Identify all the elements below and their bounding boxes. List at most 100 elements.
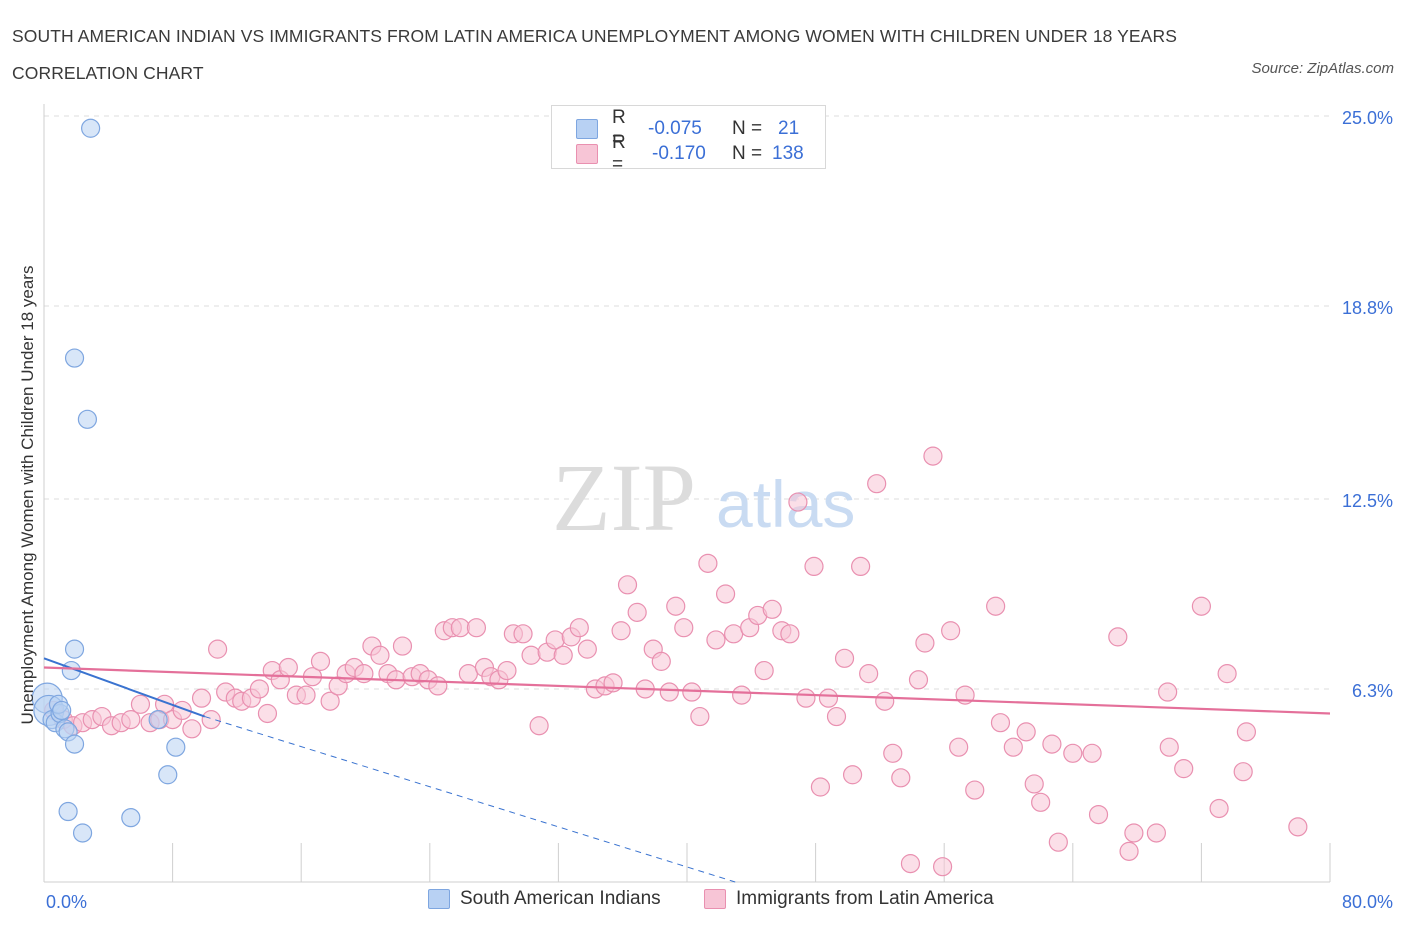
watermark-atlas: atlas: [716, 467, 855, 541]
legend-swatch-pink: [704, 889, 726, 909]
data-point: [986, 596, 1006, 616]
data-point: [52, 700, 72, 721]
data-point: [130, 694, 151, 714]
data-point: [724, 624, 744, 644]
data-point: [1016, 722, 1036, 742]
n-label: N =: [732, 143, 763, 164]
trend-lines: [43, 657, 1331, 883]
data-point: [1124, 823, 1144, 843]
data-point: [257, 703, 278, 724]
data-point: [148, 710, 168, 730]
data-point: [949, 737, 969, 757]
data-point: [121, 710, 141, 730]
data-point: [715, 584, 736, 604]
data-point: [883, 743, 903, 763]
data-point: [1236, 722, 1257, 742]
data-point: [818, 688, 839, 708]
data-point: [851, 556, 871, 577]
data-point: [310, 651, 331, 671]
legend-item-south-american: South American Indians: [428, 888, 661, 910]
data-point: [804, 556, 824, 577]
data-point: [466, 618, 487, 638]
stats-legend-row-2: R = -0.170 N = 138: [576, 132, 804, 175]
data-point: [659, 682, 679, 702]
data-point: [370, 645, 390, 665]
data-point: [249, 679, 270, 699]
data-point: [1108, 627, 1128, 647]
data-point: [577, 639, 597, 659]
data-point: [1042, 734, 1062, 754]
n-value: 21: [778, 118, 800, 139]
legend-item-immigrants: Immigrants from Latin America: [704, 888, 994, 910]
stats-legend-row-1: R = -0.075 N = 21: [576, 107, 800, 150]
data-point: [698, 553, 718, 573]
data-point: [932, 857, 953, 877]
data-point: [450, 618, 470, 638]
data-point: [690, 706, 710, 727]
data-point: [64, 348, 85, 368]
y-tick-label: 12.5%: [1342, 491, 1393, 511]
stats-legend: R = -0.075 N = 21 R = -0.170 N = 138: [551, 105, 826, 175]
tick-labels: 6.3% 12.5% 18.8% 25.0% 0.0% 80.0%: [46, 108, 1393, 912]
data-point: [826, 706, 847, 727]
data-point: [842, 765, 863, 785]
data-point: [682, 682, 702, 702]
data-point: [569, 618, 589, 638]
data-point: [458, 664, 478, 684]
data-point: [674, 618, 694, 638]
legend-label: South American Indians: [460, 888, 661, 909]
data-point: [941, 621, 961, 641]
data-point: [208, 639, 228, 659]
data-point: [1209, 798, 1229, 819]
y-tick-label: 18.8%: [1342, 298, 1393, 318]
data-point: [72, 823, 93, 843]
legend-label: Immigrants from Latin America: [736, 888, 994, 909]
data-point: [320, 691, 340, 711]
data-point: [908, 670, 929, 690]
data-point: [1233, 762, 1253, 782]
data-point: [191, 688, 212, 708]
data-point: [617, 575, 638, 595]
data-point: [64, 734, 85, 754]
data-point: [891, 768, 911, 788]
data-point: [1082, 743, 1102, 763]
watermark: ZIP atlas: [552, 444, 855, 551]
data-point: [278, 657, 298, 678]
data-point: [1119, 841, 1139, 861]
data-point: [810, 777, 831, 797]
y-tick-label: 6.3%: [1352, 681, 1393, 701]
data-point: [1174, 759, 1194, 779]
y-axis-label: Unemployment Among Women with Children U…: [18, 265, 37, 725]
data-point: [1159, 737, 1179, 757]
r-value: -0.075: [648, 118, 702, 139]
data-point: [1024, 774, 1044, 794]
data-point: [788, 492, 808, 512]
data-point: [965, 780, 985, 800]
legend-swatch-pink: [576, 144, 598, 164]
legend-swatch-blue: [428, 889, 450, 909]
data-point: [201, 710, 221, 730]
data-point: [706, 630, 726, 650]
r-value: -0.170: [652, 143, 706, 164]
data-point: [990, 713, 1011, 733]
data-point: [428, 676, 448, 696]
data-point: [1088, 804, 1109, 825]
r-label: R =: [612, 107, 626, 150]
data-point: [58, 801, 78, 822]
r-label: R =: [612, 132, 626, 175]
chart-title: SOUTH AMERICAN INDIAN VS IMMIGRANTS FROM…: [12, 26, 1177, 83]
data-point: [1158, 682, 1178, 702]
data-point: [627, 602, 647, 622]
data-point: [867, 474, 887, 494]
data-point: [915, 633, 935, 653]
data-point: [392, 636, 413, 656]
data-point: [1048, 832, 1068, 852]
data-point: [529, 716, 549, 736]
axes: [43, 104, 1331, 883]
data-point: [875, 691, 895, 711]
watermark-zip: ZIP: [552, 444, 696, 551]
data-point: [666, 596, 686, 616]
data-point: [81, 118, 101, 138]
data-point: [732, 685, 752, 705]
